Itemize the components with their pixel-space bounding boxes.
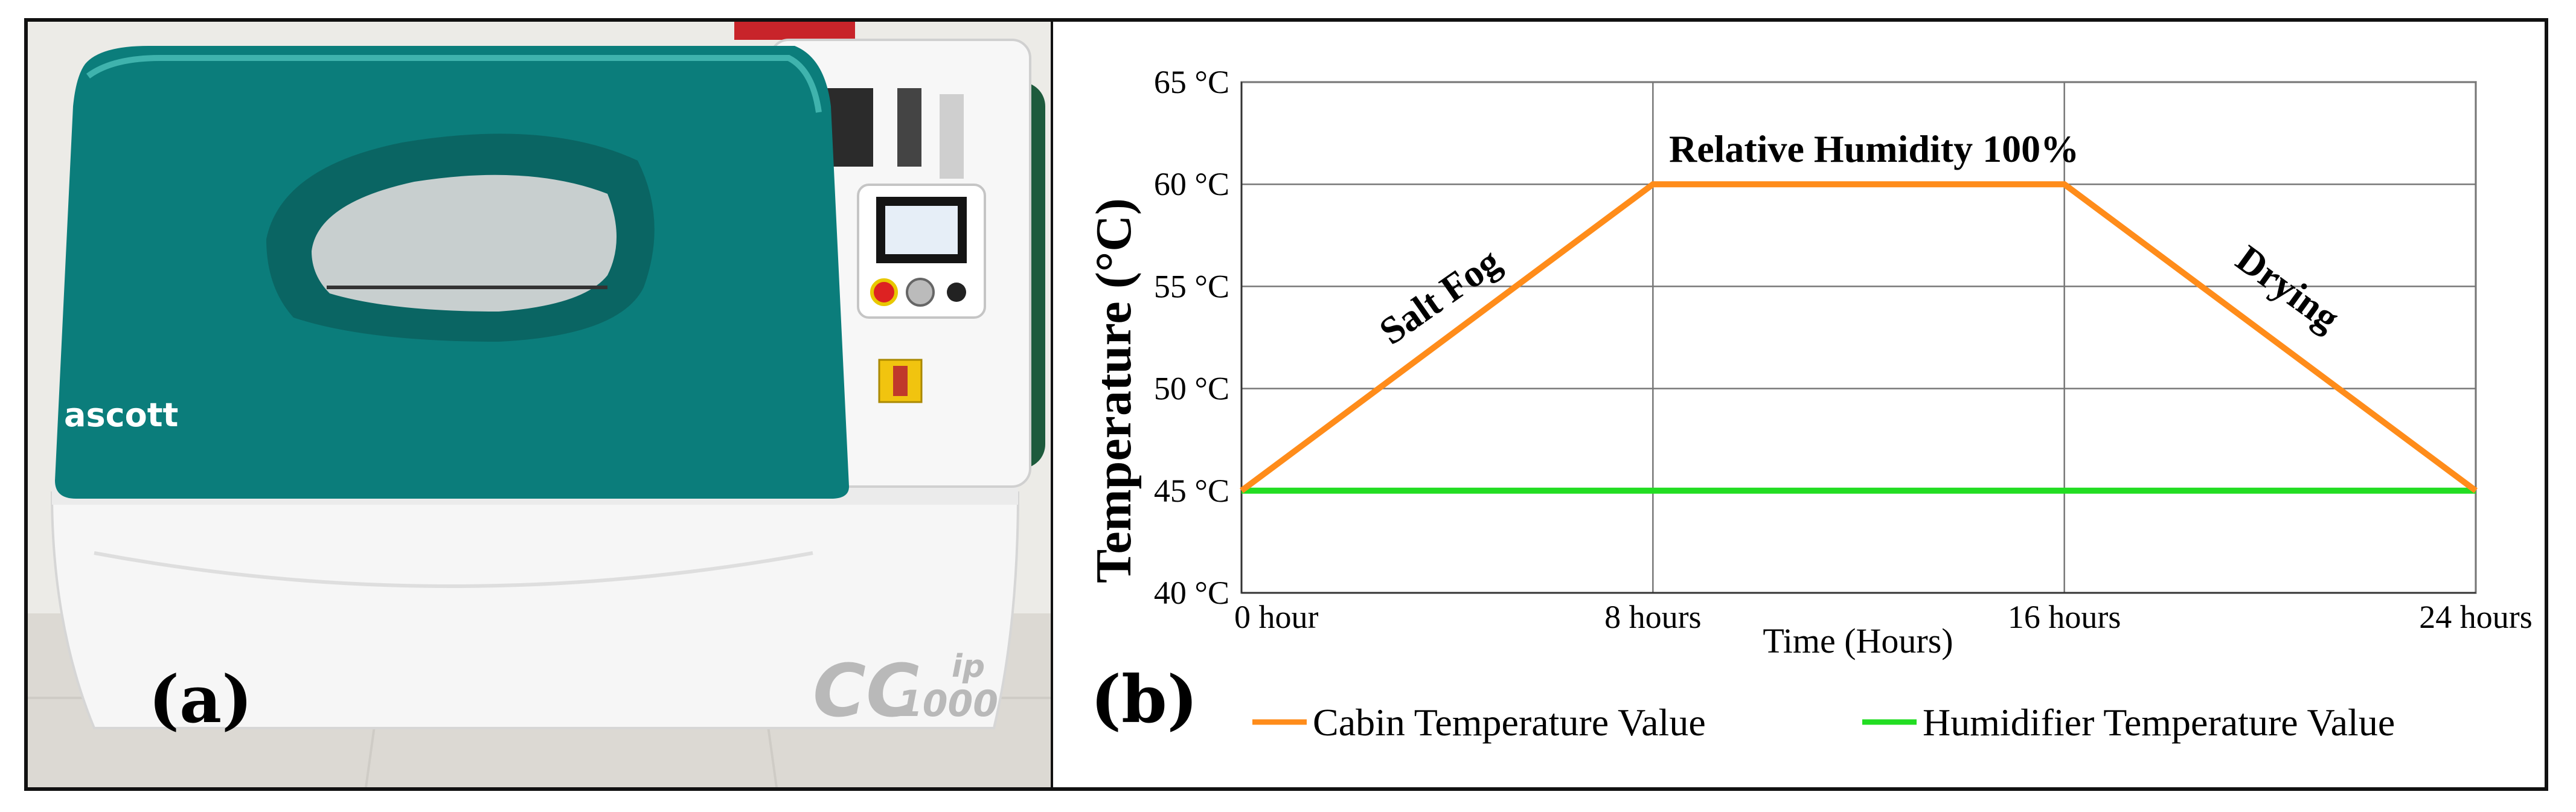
panel-b-label: (b) [1091,662,1198,738]
pressure-gauge [906,278,935,307]
x-tick-label: 8 hours [1604,599,1702,635]
x-tick-label: 16 hours [2008,599,2121,635]
x-tick-label: 0 hour [1234,599,1319,635]
emergency-stop-button [870,278,898,306]
model-main: CC [813,650,919,734]
legend-cabin-temperature-label: Cabin Temperature Value [1313,701,1706,744]
lid-window [312,174,617,312]
chart-legend: Cabin Temperature Value Humidifier Temper… [1252,701,2395,744]
y-tick-label: 50 °C [1154,371,1229,407]
temperature-cycle-chart: 40 °C 45 °C 50 °C 55 °C 60 °C 65 °C 0 hour 8 ho… [1086,64,2533,744]
panel-a-label: (a) [149,662,253,738]
panel-divider [1051,22,1053,787]
x-axis-title: Time (Hours) [1763,621,1953,660]
phase-annotation: Salt Fog [1371,240,1508,353]
chart-panel: 40 °C 45 °C 50 °C 55 °C 60 °C 65 °C 0 hour 8 ho… [1053,22,2545,787]
y-tick-label: 60 °C [1154,166,1229,202]
cabin-temperature-line [1240,181,2478,493]
legend-humidifier-temperature-label: Humidifier Temperature Value [1923,701,2395,744]
y-tick-label: 40 °C [1154,575,1229,611]
cabinet-body [50,491,1020,729]
phase-annotation: Relative Humidity 100% [1669,127,2079,170]
chart-axes: 40 °C 45 °C 50 °C 55 °C 60 °C 65 °C 0 hour 8 ho… [1154,64,2533,635]
y-axis-title: Temperature (°C) [1086,198,1142,583]
x-tick-label: 24 hours [2419,599,2533,635]
model-suffix: ip [952,648,985,685]
y-tick-label: 65 °C [1154,64,1229,100]
phase-annotation: Drying [2228,237,2347,339]
brand-logo: ascott [64,396,178,434]
y-tick-label: 45 °C [1154,473,1229,509]
chart-annotations: Salt Fog Relative Humidity 100% Drying [1371,127,2347,353]
y-tick-label: 55 °C [1154,268,1229,304]
cabinet-photo: ascott CC 1000 ip (a) [28,22,1051,787]
chart-series [1240,181,2478,494]
model-sub: 1000 [897,683,998,725]
salt-spray-cabinet-illustration: ascott CC 1000 ip [28,22,1051,787]
